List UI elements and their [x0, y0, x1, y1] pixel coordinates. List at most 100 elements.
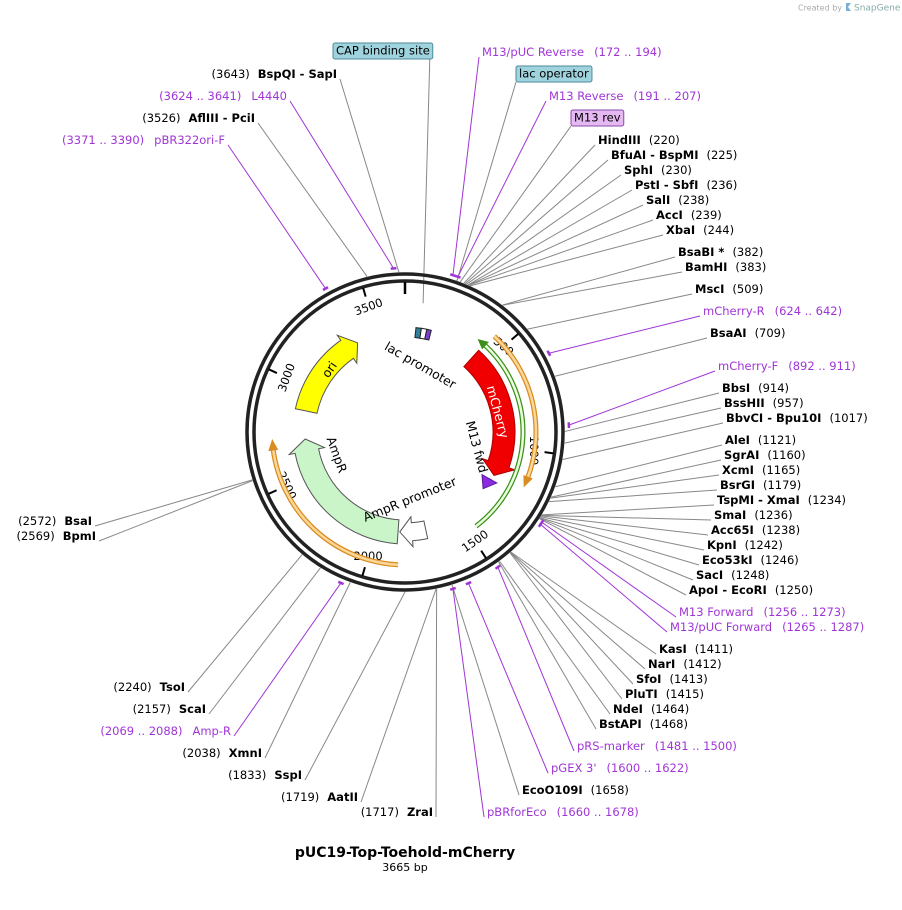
site-name: SgrAI — [724, 448, 759, 462]
feature-label: M13 fwd — [463, 419, 491, 474]
primer-range: (3371 .. 3390) — [62, 133, 144, 147]
site-label: BsrGI (1179) — [720, 478, 801, 492]
orange-arc-left-head — [268, 439, 279, 452]
site-label: HindIII (220) — [598, 133, 680, 147]
leader-line — [468, 582, 549, 774]
primer-mark — [546, 350, 552, 357]
feature-label: AmpR promoter — [361, 473, 460, 524]
site-position: (238) — [678, 193, 709, 207]
tick-label: 3000 — [275, 361, 298, 393]
logo — [846, 3, 851, 11]
label-box — [570, 109, 625, 127]
site-label: SalI (238) — [646, 193, 709, 207]
lac-promoter-end — [424, 328, 432, 341]
leader-line — [555, 444, 723, 488]
primer-name: M13 Reverse — [549, 89, 623, 103]
leader-line — [540, 524, 668, 633]
leader-line — [360, 588, 437, 803]
leader-line — [458, 125, 572, 284]
site-name: XmnI — [229, 746, 262, 760]
leader-line — [562, 422, 724, 460]
site-label: (1717) ZraI — [361, 805, 433, 819]
primer-range: (2069 .. 2088) — [100, 724, 182, 738]
site-position: (220) — [649, 133, 680, 147]
primer-name: Amp-R — [192, 724, 231, 738]
leader-line — [468, 219, 654, 286]
site-position: (1464) — [651, 702, 689, 716]
site-label: (2157) ScaI — [133, 702, 206, 716]
label-box — [332, 42, 434, 60]
site-position: (1017) — [829, 411, 867, 425]
site-name: AatII — [327, 790, 358, 804]
feature-label: AmpR — [324, 435, 351, 476]
primer-name: M13/pUC Forward — [670, 620, 772, 634]
leader-line — [551, 459, 722, 498]
site-name: TspMI - XmaI — [717, 493, 800, 507]
primer-mark — [465, 580, 472, 586]
m13-fwd-arrow — [481, 473, 498, 490]
site-position: (1412) — [683, 657, 721, 671]
tick-label: 1500 — [459, 527, 491, 555]
site-position: (239) — [691, 208, 722, 222]
site-name: MscI — [695, 282, 724, 296]
site-position: (230) — [661, 163, 692, 177]
leader-line — [468, 204, 644, 286]
site-position: (914) — [758, 381, 789, 395]
leader-line — [233, 582, 342, 737]
site-name: NarI — [648, 657, 675, 671]
primer-range: (172 .. 194) — [594, 45, 662, 59]
site-label: (3643) BspQI - SapI — [212, 67, 337, 81]
leader-line — [457, 100, 547, 277]
site-name: BbsI — [722, 381, 750, 395]
site-position: (1236) — [754, 508, 792, 522]
leader-line — [422, 58, 431, 304]
site-label: (3526) AflIII - PciI — [142, 111, 255, 125]
primer-range: (892 .. 911) — [788, 359, 856, 373]
site-name: BspQI - SapI — [258, 67, 337, 81]
site-label: BssHII (957) — [724, 396, 804, 410]
orange-arc-right-head — [523, 475, 533, 488]
tick-mark — [480, 550, 487, 559]
site-name: BssHII — [724, 396, 765, 410]
primer-mark — [449, 586, 457, 591]
site-label: KasI (1411) — [659, 642, 733, 656]
site-position: (1246) — [761, 553, 799, 567]
site-name: HindIII — [598, 133, 641, 147]
site-name: AflIII - PciI — [188, 111, 255, 125]
ring-outer — [245, 272, 565, 592]
site-name: BsaAI — [710, 326, 747, 340]
site-label: SgrAI (1160) — [724, 448, 806, 462]
primer-label: (2069 .. 2088) Amp-R — [100, 724, 231, 738]
leader-line — [541, 514, 712, 521]
orange-arc-left-core — [271, 448, 399, 567]
feature-label: lac promoter — [382, 339, 460, 392]
site-position: (1415) — [666, 687, 704, 701]
leader-line — [564, 392, 720, 432]
site-label: TspMI - XmaI (1234) — [717, 493, 846, 507]
primer-label: M13 Forward (1256 .. 1273) — [679, 605, 846, 619]
primer-label: pBRforEco (1660 .. 1678) — [487, 805, 639, 819]
leader-line — [541, 515, 709, 536]
site-name: AccI — [656, 208, 683, 222]
primer-label: (3624 .. 3641) L4440 — [159, 89, 287, 103]
ampr-arrow — [287, 438, 400, 545]
leader-line — [548, 315, 701, 354]
site-name: KasI — [659, 642, 687, 656]
leader-lines — [94, 56, 724, 818]
site-name: NdeI — [613, 702, 643, 716]
leader-line — [510, 551, 646, 670]
leader-line — [289, 100, 394, 269]
leader-line — [452, 56, 480, 276]
primer-range: (1481 .. 1500) — [655, 739, 737, 753]
boxed-label: CAP binding site — [336, 44, 430, 58]
site-position: (1179) — [763, 478, 801, 492]
site-label: BsaAI (709) — [710, 326, 786, 340]
site-label: KpnI (1242) — [707, 538, 783, 552]
primer-label: M13 Reverse (191 .. 207) — [549, 89, 701, 103]
site-label: NdeI (1464) — [613, 702, 689, 716]
leader-line — [469, 234, 664, 287]
leader-line — [568, 370, 716, 426]
tick-mark — [362, 287, 367, 297]
site-position: (1238) — [762, 523, 800, 537]
